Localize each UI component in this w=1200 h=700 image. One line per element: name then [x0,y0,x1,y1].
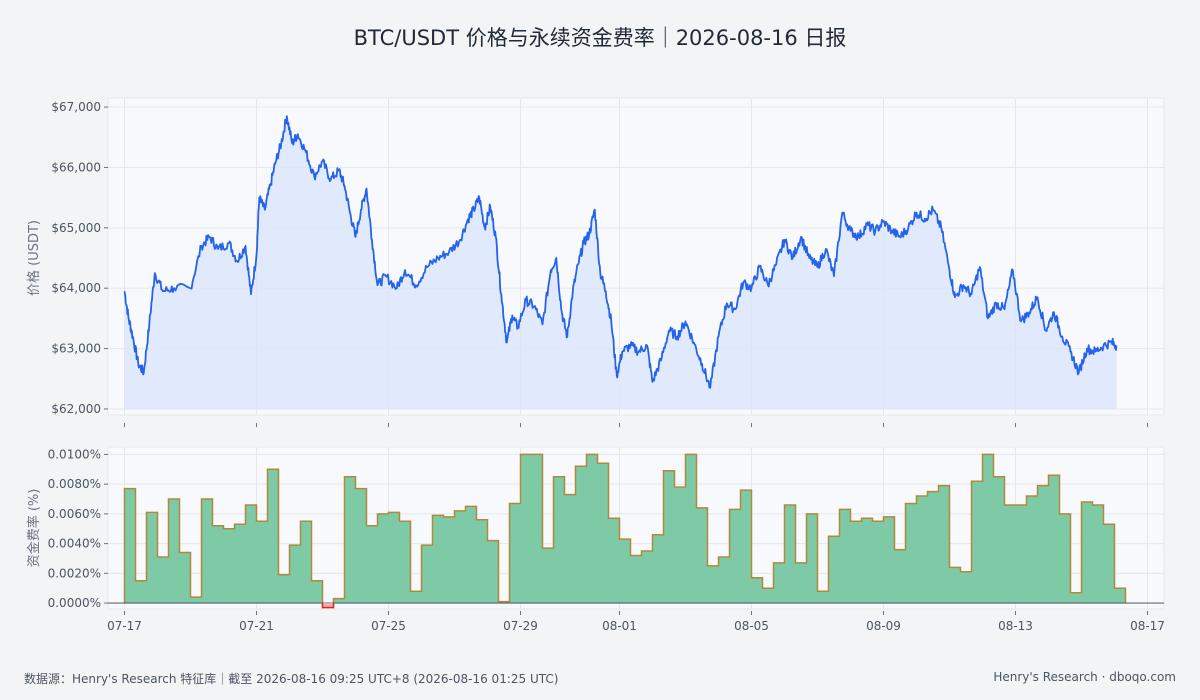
price-line [123,115,1118,389]
x-tick-label: 07-29 [503,619,538,633]
funding-y-tick-label: 0.0060% [48,507,101,521]
x-tick-label: 07-21 [239,619,274,633]
footer-source: 数据源：Henry's Research 特征库｜截至 2026-08-16 0… [24,672,559,686]
x-axis: 07-17 07-21 07-25 07-29 08-01 08-05 08-09 08-13… [107,611,1165,633]
funding-negative-segments [321,603,335,609]
price-y-tick-label: $66,000 [51,160,101,174]
funding-y-tick-label: 0.0100% [48,447,101,461]
x-tick-label: 08-17 [1130,619,1165,633]
funding-y-tick-label: 0.0080% [48,477,101,491]
x-tick-label: 08-13 [998,619,1033,633]
price-y-axis-title: 价格 (USDT) [26,220,42,296]
funding-y-axis-title: 资金费率 (%) [26,489,42,568]
x-tick-label: 08-01 [602,619,637,633]
x-tick-label: 08-05 [734,619,769,633]
x-tick-label: 08-09 [866,619,901,633]
funding-y-axis: 0.0000% 0.0020% 0.0040% 0.0060% 0.0080% 0.010… [48,447,108,610]
price-y-tick-label: $64,000 [51,281,101,295]
funding-y-tick-label: 0.0020% [48,566,101,580]
funding-step-line [123,453,1127,609]
funding-panel: 0.0000% 0.0020% 0.0040% 0.0060% 0.0080% 0.010… [26,446,1165,633]
price-panel: $62,000 $63,000 $64,000 $65,000 $66,000 $67,0… [26,97,1165,427]
price-y-tick-label: $63,000 [51,342,101,356]
funding-y-tick-label: 0.0000% [48,596,101,610]
x-tick-label: 07-17 [107,619,142,633]
funding-area-fill [124,454,1126,608]
price-y-tick-label: $62,000 [51,402,101,416]
x-tick-label: 07-25 [371,619,406,633]
price-grid [108,98,1164,415]
price-area-fill [124,116,1117,409]
chart-title: BTC/USDT 价格与永续资金费率｜2026-08-16 日报 [353,26,847,50]
funding-negative-bar [321,603,335,609]
footer-brand: Henry's Research · dboqo.com [993,670,1176,684]
price-y-axis: $62,000 $63,000 $64,000 $65,000 $66,000 $67,0… [51,100,1148,427]
price-y-tick-label: $67,000 [51,100,101,114]
funding-y-tick-label: 0.0040% [48,537,101,551]
price-y-tick-label: $65,000 [51,221,101,235]
